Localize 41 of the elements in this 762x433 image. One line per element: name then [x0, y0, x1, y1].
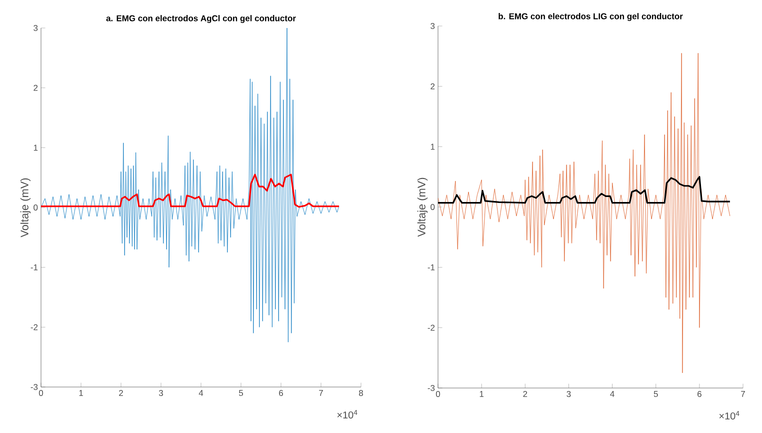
x-tick-label: 1 — [79, 390, 83, 396]
x-tick-label: 8 — [359, 390, 363, 396]
x-tick-label: 0 — [38, 390, 44, 396]
y-tick-label: -1 — [428, 264, 435, 270]
x-tick-label: 3 — [566, 391, 571, 398]
x-tick-label: 6 — [698, 391, 702, 398]
y-tick-label: -2 — [30, 324, 38, 330]
chart-title: b. EMG con electrodos LIG con gel conductor — [498, 13, 683, 21]
y-tick-label: 2 — [430, 83, 435, 90]
x-tick-label: 2 — [523, 391, 528, 397]
y-tick-label: 1 — [34, 144, 38, 151]
x-tick-label: 2 — [119, 390, 123, 396]
y-tick-label: -2 — [428, 324, 435, 331]
x-tick-label: 4 — [610, 391, 614, 397]
y-tick-label: 3 — [430, 23, 435, 29]
line-series — [41, 174, 340, 208]
line-series — [438, 52, 730, 374]
y-axis-title: Voltaje (mV) — [20, 178, 31, 238]
x-tick-label: 0 — [436, 391, 440, 398]
x-tick-label: 5 — [238, 390, 243, 396]
y-tick-label: -3 — [30, 384, 38, 390]
y-tick-label: 2 — [34, 84, 38, 91]
y-tick-label: 0 — [430, 204, 435, 210]
y-tick-label: -3 — [428, 385, 435, 391]
y-tick-label: 3 — [34, 25, 38, 31]
y-tick-label: 0 — [34, 204, 38, 210]
x-tick-label: 7 — [741, 391, 745, 397]
chart-title: a. EMG con electrodos AgCl con gel conductor — [106, 15, 296, 23]
text: ×10$^{4}$ — [719, 411, 740, 420]
x-tick-label: 5 — [654, 391, 658, 397]
text: ×10$^{4}$ — [337, 410, 358, 419]
x-tick-label: 6 — [279, 390, 283, 396]
line-series — [438, 176, 731, 204]
y-tick-label: -1 — [30, 264, 38, 270]
x-tick-label: 7 — [319, 390, 323, 396]
x-tick-label: 3 — [158, 390, 163, 396]
line-series — [41, 28, 340, 342]
y-axis-title: Voltaje (mV) — [417, 178, 428, 237]
x-tick-label: 1 — [480, 391, 484, 397]
y-tick-label: 1 — [430, 144, 435, 150]
x-tick-label: 4 — [198, 390, 204, 396]
